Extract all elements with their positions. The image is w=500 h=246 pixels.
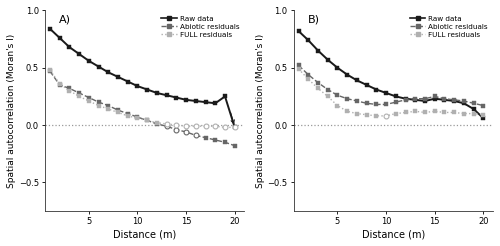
Legend: Raw data, Abiotic residuals, FULL residuals: Raw data, Abiotic residuals, FULL residu…: [408, 14, 490, 39]
Y-axis label: Spatial autocorrelation (Moran's I): Spatial autocorrelation (Moran's I): [7, 34, 16, 188]
Text: A): A): [59, 15, 71, 24]
Text: B): B): [308, 15, 320, 24]
X-axis label: Distance (m): Distance (m): [362, 229, 425, 239]
X-axis label: Distance (m): Distance (m): [113, 229, 176, 239]
Legend: Raw data, Abiotic residuals, FULL residuals: Raw data, Abiotic residuals, FULL residu…: [160, 14, 241, 39]
Y-axis label: Spatial autocorrelation (Moran's I): Spatial autocorrelation (Moran's I): [256, 34, 264, 188]
